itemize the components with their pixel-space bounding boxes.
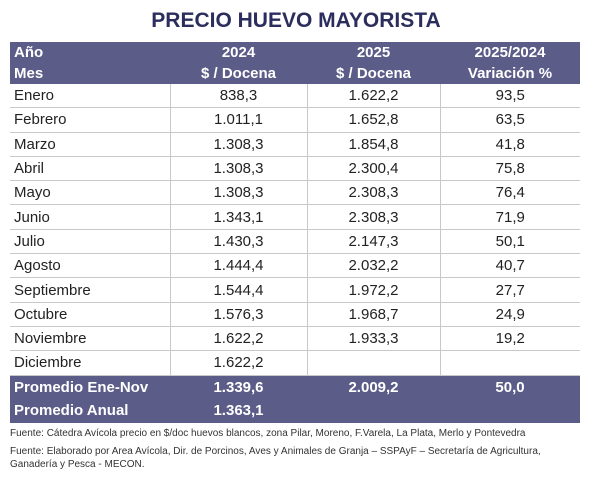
cell: 1.308,3: [169, 180, 307, 206]
sources: Fuente: Cátedra Avícola precio en $/doc …: [10, 427, 582, 476]
header-row: Año 2024 2025 2025/2024: [10, 42, 580, 63]
cell: Enero: [10, 84, 170, 109]
data-row: Enero 838,3 1.622,2 93,5: [10, 84, 580, 109]
cell: 41,8: [439, 132, 580, 157]
cell: Año: [10, 42, 170, 63]
cell: [440, 399, 580, 423]
cell: 2.308,3: [306, 204, 440, 230]
cell: 71,9: [439, 204, 580, 230]
cell: 1.343,1: [169, 204, 307, 230]
cell: 40,7: [439, 253, 580, 279]
cell: 1.968,7: [306, 302, 440, 327]
data-row: Septiembre 1.544,4 1.972,2 27,7: [10, 277, 580, 303]
cell: 19,2: [439, 326, 580, 352]
cell: Julio: [10, 229, 170, 255]
cell: 1.308,3: [169, 132, 307, 157]
data-row: Abril 1.308,3 2.300,4 75,8: [10, 156, 580, 182]
cell: Promedio Ene-Nov: [10, 375, 170, 400]
cell: $ / Docena: [307, 63, 440, 84]
data-row: Noviembre 1.622,2 1.933,3 19,2: [10, 326, 580, 352]
cell: Noviembre: [10, 326, 170, 352]
cell: 2025: [307, 42, 440, 63]
data-row: Octubre 1.576,3 1.968,7 24,9: [10, 302, 580, 327]
cell: [307, 399, 440, 423]
cell: Septiembre: [10, 277, 170, 303]
cell: 75,8: [439, 156, 580, 182]
data-row: Agosto 1.444,4 2.032,2 40,7: [10, 253, 580, 279]
data-row: Diciembre 1.622,2: [10, 350, 580, 376]
cell: 24,9: [439, 302, 580, 327]
cell: 2.308,3: [306, 180, 440, 206]
title: PRECIO HUEVO MAYORISTA: [151, 9, 441, 32]
cell: 1.430,3: [169, 229, 307, 255]
cell: 2.300,4: [306, 156, 440, 182]
cell: Variación %: [440, 63, 580, 84]
header-row: Mes $ / Docena $ / Docena Variación %: [10, 63, 580, 84]
cell: 1.308,3: [169, 156, 307, 182]
cell: Promedio Anual: [10, 399, 170, 423]
cell: [306, 350, 440, 376]
cell: 1.622,2: [306, 84, 440, 109]
cell: 50,0: [440, 375, 580, 400]
cell: Agosto: [10, 253, 170, 279]
cell: 1.576,3: [169, 302, 307, 327]
cell: 93,5: [439, 84, 580, 109]
cell: 50,1: [439, 229, 580, 255]
data-row: Marzo 1.308,3 1.854,8 41,8: [10, 132, 580, 157]
data-row: Mayo 1.308,3 2.308,3 76,4: [10, 180, 580, 206]
cell: [439, 350, 580, 376]
cell: 2025/2024: [440, 42, 580, 63]
cell: Octubre: [10, 302, 170, 327]
cell: Mes: [10, 63, 170, 84]
cell: Mayo: [10, 180, 170, 206]
data-row: Junio 1.343,1 2.308,3 71,9: [10, 204, 580, 230]
cell: Junio: [10, 204, 170, 230]
cell: Marzo: [10, 132, 170, 157]
cell: 2024: [170, 42, 307, 63]
cell: 838,3: [169, 84, 307, 109]
cell: $ / Docena: [170, 63, 307, 84]
cell: 1.652,8: [306, 107, 440, 133]
cell: 1.339,6: [170, 375, 307, 400]
cell: Abril: [10, 156, 170, 182]
cell: 63,5: [439, 107, 580, 133]
price-table: Año 2024 2025 2025/2024 Mes $ / Docena $ / Doc…: [10, 42, 580, 423]
cell: 1.622,2: [169, 350, 307, 376]
cell: 1.444,4: [169, 253, 307, 279]
cell: 1.622,2: [169, 326, 307, 352]
summary-row: Promedio Ene-Nov 1.339,6 2.009,2 50,0: [10, 375, 580, 400]
cell: 1.933,3: [306, 326, 440, 352]
source-note: Fuente: Elaborado por Area Avícola, Dir.…: [10, 446, 541, 470]
cell: 1.544,4: [169, 277, 307, 303]
cell: 1.854,8: [306, 132, 440, 157]
source-note: Fuente: Cátedra Avícola precio en $/doc …: [10, 428, 526, 439]
summary-row: Promedio Anual 1.363,1: [10, 399, 580, 423]
cell: 1.011,1: [169, 107, 307, 133]
cell: Febrero: [10, 107, 170, 133]
cell: 2.032,2: [306, 253, 440, 279]
cell: 1.363,1: [170, 399, 307, 423]
cell: Diciembre: [10, 350, 170, 376]
cell: 76,4: [439, 180, 580, 206]
data-row: Julio 1.430,3 2.147,3 50,1: [10, 229, 580, 255]
data-row: Febrero 1.011,1 1.652,8 63,5: [10, 107, 580, 133]
cell: 2.009,2: [307, 375, 440, 400]
cell: 2.147,3: [306, 229, 440, 255]
cell: 1.972,2: [306, 277, 440, 303]
cell: 27,7: [439, 277, 580, 303]
